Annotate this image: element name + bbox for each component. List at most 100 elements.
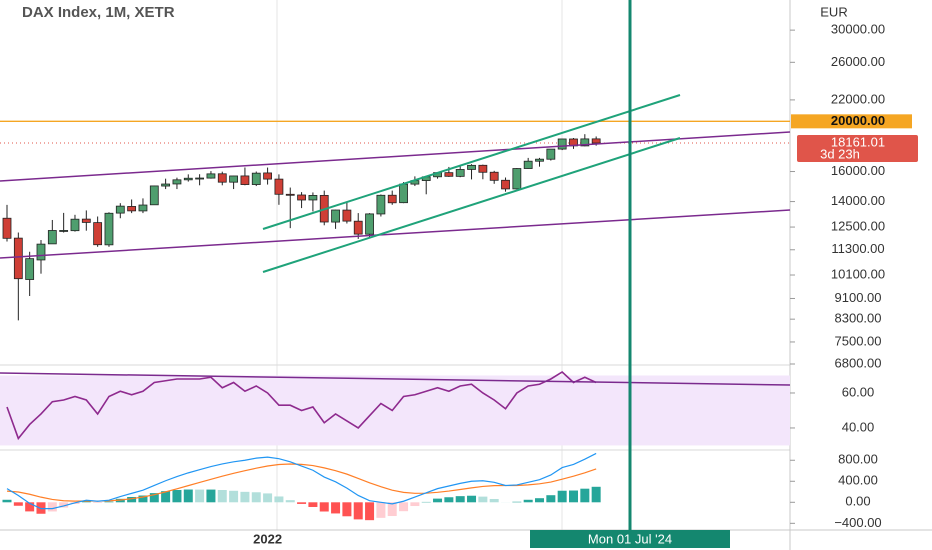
crosshair-label: Mon 01 Jul '24 (588, 531, 672, 546)
candle-body (376, 194, 386, 215)
y-tick-label: 60.00 (842, 384, 875, 399)
histogram-bar (342, 502, 352, 517)
rsi-band (0, 375, 790, 446)
candle-body (523, 160, 533, 169)
candle-body (13, 237, 23, 280)
histogram-bar (81, 501, 91, 503)
candle-body (70, 218, 80, 232)
y-tick-label: 40.00 (842, 419, 875, 434)
candle-body (285, 193, 295, 196)
histogram-bar (478, 496, 488, 503)
histogram-bar (195, 489, 205, 503)
candle-body (591, 138, 601, 144)
candle-body (297, 194, 306, 201)
histogram-bar (433, 498, 443, 503)
candle-body (580, 138, 590, 147)
histogram-bar (251, 492, 261, 503)
candle-body (342, 209, 352, 222)
histogram-bar (353, 502, 363, 520)
histogram-bar (410, 502, 420, 507)
histogram-bar (127, 496, 137, 503)
candle-body (308, 195, 318, 201)
histogram-bar (455, 496, 465, 503)
histogram-bar (149, 493, 159, 503)
histogram-bar (489, 498, 499, 503)
y-tick-label: 11300.00 (831, 241, 884, 256)
candle-body (81, 218, 91, 223)
candle-body (455, 169, 465, 177)
candle-body (365, 213, 374, 235)
background-layer (0, 120, 790, 446)
histogram-bar (138, 495, 148, 503)
candle-body (115, 205, 125, 214)
histogram-bar (285, 500, 295, 503)
candle-body (353, 220, 363, 235)
histogram-bar (206, 489, 216, 503)
last-price-label: 18161.01 (831, 134, 885, 149)
histogram-bar (557, 490, 567, 503)
candle-body (127, 206, 137, 212)
histogram-bar (569, 490, 578, 503)
histogram-bar (59, 502, 69, 508)
candle-body (512, 168, 522, 190)
candle-body (25, 258, 35, 280)
candle-body (546, 148, 556, 160)
y-tick-label: 10100.00 (831, 266, 885, 281)
candle-body (240, 175, 250, 185)
candle-body (251, 172, 261, 185)
candle-body (263, 172, 272, 180)
y-tick-label: 16000.00 (831, 163, 885, 178)
candle-body (104, 212, 114, 246)
trend-lines (0, 94, 791, 386)
candle-body (229, 175, 239, 183)
rsi-trend-line (0, 372, 791, 386)
candle-body (36, 243, 46, 261)
y-tick-label: 7500.00 (835, 333, 882, 348)
candle-body (149, 185, 159, 206)
candle-body (535, 158, 544, 162)
channel-line (262, 94, 681, 230)
candle-body (444, 172, 454, 177)
y-tick-label: 9100.00 (835, 290, 882, 305)
histogram-bar (444, 497, 454, 503)
histogram-bar (13, 502, 23, 506)
candle-body (172, 179, 182, 185)
candle-body (399, 183, 408, 204)
histogram-bar (172, 490, 182, 503)
histogram-bar (25, 502, 35, 512)
histogram-bar (365, 502, 375, 521)
y-tick-label: 30000.00 (831, 22, 885, 37)
histogram-bar (229, 490, 239, 503)
histogram-bar (523, 499, 533, 503)
histogram-bar (183, 489, 193, 503)
candle-body (217, 173, 227, 183)
histogram-bar (161, 491, 171, 503)
candle-body (59, 230, 69, 232)
y-tick-label: −400.00 (834, 515, 881, 530)
chart-title: DAX Index, 1M, XETR (22, 4, 175, 21)
front-layer: 30000.00 26000.00 22000.00 16000.00 14000.00… (253, 22, 918, 546)
channel-line (262, 137, 681, 273)
histogram-bar (546, 495, 556, 503)
histogram-bar (297, 502, 307, 504)
y-tick-label: 12500.00 (831, 218, 885, 233)
histogram-bar (217, 490, 227, 503)
candle-body (206, 173, 216, 179)
level-label-box (791, 114, 912, 129)
candle-body (501, 179, 510, 190)
y-tick-label: 400.00 (838, 473, 878, 488)
crosshair-label-box (530, 530, 730, 548)
candle-body (93, 222, 103, 246)
candle-body (557, 138, 567, 150)
candle-body (47, 230, 57, 245)
histogram-bar (399, 502, 409, 512)
last-price-box (797, 135, 918, 163)
candle-body (2, 217, 12, 239)
histogram-bar (467, 495, 477, 503)
histogram-bar (2, 499, 12, 503)
y-tick-label: 22000.00 (831, 91, 885, 106)
price-unit: EUR (820, 4, 847, 19)
candle-body (489, 171, 499, 181)
candle-body (183, 177, 193, 181)
